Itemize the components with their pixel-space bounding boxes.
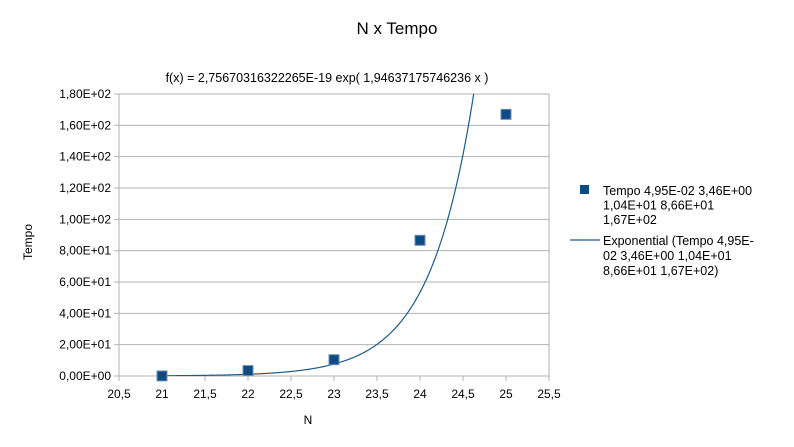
y-axis-ticks: 0,00E+00 2,00E+01 4,00E+01 6,00E+01 8,00E+01… <box>59 87 111 383</box>
legend-scatter-label: Tempo 4,95E-02 3,46E+00 <box>603 184 752 198</box>
y-tick-label: 1,80E+02 <box>59 87 111 101</box>
y-axis-label: Tempo <box>21 224 35 260</box>
y-tick-label: 8,00E+01 <box>59 244 111 258</box>
legend-scatter-marker <box>580 185 589 194</box>
y-tick-label: 1,20E+02 <box>59 181 111 195</box>
legend-scatter-label: 1,67E+02 <box>603 213 657 227</box>
x-tick-label: 25 <box>499 387 513 401</box>
trendline <box>161 94 475 376</box>
x-tick-label: 21 <box>155 387 169 401</box>
data-point <box>500 108 512 120</box>
y-tick-label: 4,00E+01 <box>59 306 111 320</box>
legend-trendline-label: 02 3,46E+00 1,04E+01 <box>603 249 732 263</box>
y-tick-label: 0,00E+00 <box>59 369 111 383</box>
x-axis-ticks: 20,5 21 21,5 22 22,5 23 23,5 24 24,5 25 25,5 <box>107 387 561 401</box>
legend: Tempo 4,95E-02 3,46E+001,04E+01 8,66E+01… <box>570 184 754 278</box>
plot-area-border <box>118 93 550 377</box>
y-tick-label: 2,00E+01 <box>59 338 111 352</box>
data-point <box>414 234 426 246</box>
x-tick-label: 20,5 <box>107 387 131 401</box>
y-tick-label: 1,60E+02 <box>59 118 111 132</box>
x-axis-label: N <box>304 413 313 427</box>
chart-title: N x Tempo <box>357 19 438 38</box>
chart-subtitle: f(x) = 2,75670316322265E-19 exp( 1,94637… <box>166 71 489 85</box>
x-tick-label: 25,5 <box>537 387 561 401</box>
trendline-group <box>161 94 475 376</box>
x-tick-label: 22 <box>241 387 255 401</box>
x-tick-label: 23 <box>327 387 341 401</box>
data-points <box>156 108 512 382</box>
x-tick-label: 24 <box>413 387 427 401</box>
x-tick-label: 22,5 <box>279 387 303 401</box>
x-tick-label: 21,5 <box>193 387 217 401</box>
data-point <box>242 365 254 377</box>
legend-trendline-label: Exponential (Tempo 4,95E- <box>603 234 754 248</box>
legend-trendline-label: 8,66E+01 1,67E+02) <box>603 264 718 278</box>
data-point <box>328 354 340 366</box>
grid-lines <box>114 93 550 381</box>
y-tick-label: 1,00E+02 <box>59 212 111 226</box>
x-tick-label: 23,5 <box>365 387 389 401</box>
x-tick-label: 24,5 <box>451 387 475 401</box>
y-tick-label: 6,00E+01 <box>59 275 111 289</box>
y-tick-label: 1,40E+02 <box>59 150 111 164</box>
data-point <box>156 370 168 382</box>
legend-scatter-label: 1,04E+01 8,66E+01 <box>603 199 714 213</box>
